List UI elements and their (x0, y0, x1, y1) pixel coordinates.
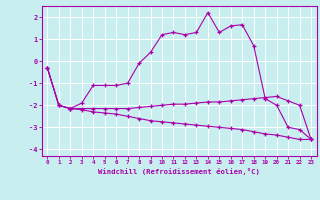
X-axis label: Windchill (Refroidissement éolien,°C): Windchill (Refroidissement éolien,°C) (98, 168, 260, 175)
